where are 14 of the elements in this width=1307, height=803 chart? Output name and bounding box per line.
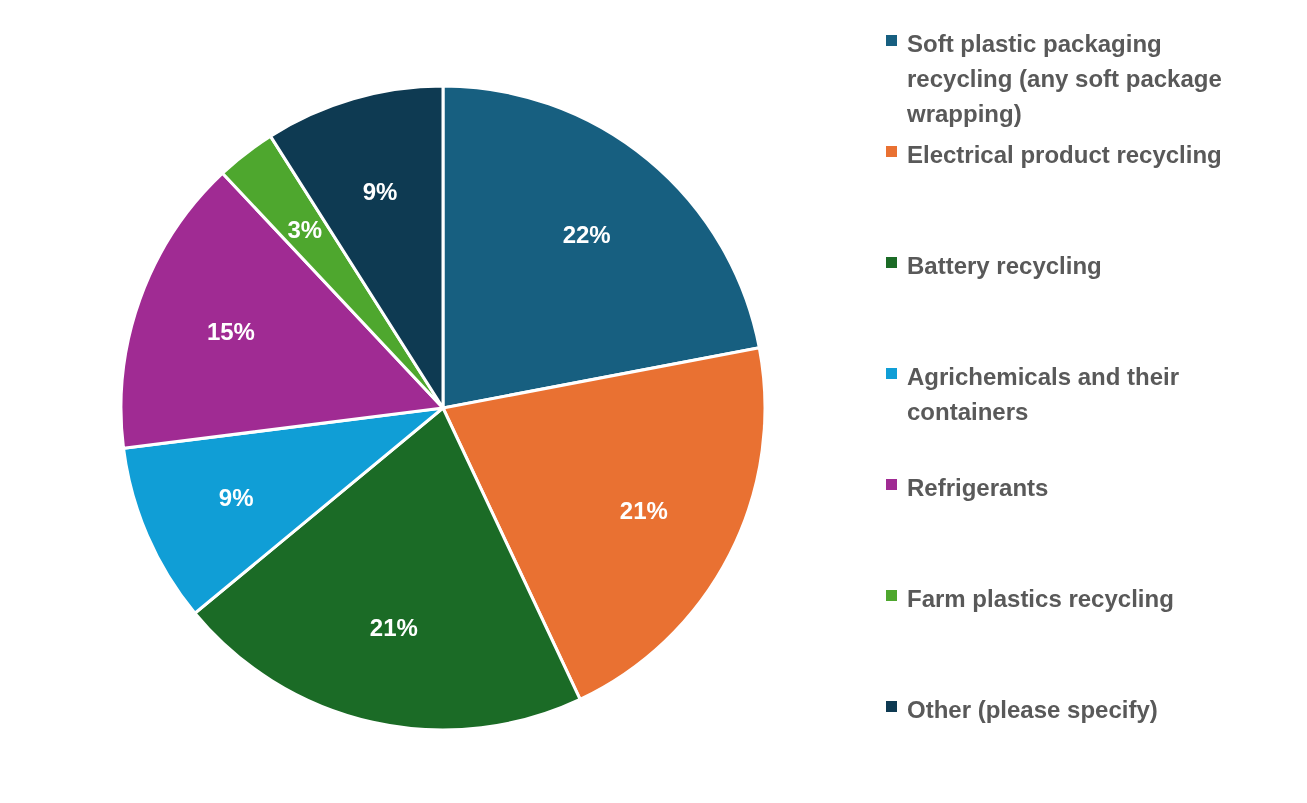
legend-label: Other (please specify) bbox=[907, 695, 1159, 725]
legend-label: Electrical product recycling bbox=[907, 140, 1223, 170]
data-label: 21% bbox=[369, 614, 418, 642]
legend-label: Battery recycling bbox=[907, 251, 1103, 281]
data-label: 3% bbox=[287, 216, 323, 244]
legend-label: Soft plastic packaging recycling (any soft package wrapping) bbox=[907, 29, 1223, 129]
legend-label: Refrigerants bbox=[907, 473, 1050, 503]
data-label: 9% bbox=[218, 484, 254, 512]
data-label: 9% bbox=[362, 178, 398, 206]
legend-label: Farm plastics recycling bbox=[907, 584, 1175, 614]
data-label: 22% bbox=[562, 220, 611, 248]
legend-label: Agrichemicals and their containers bbox=[907, 362, 1181, 427]
data-label: 21% bbox=[619, 496, 668, 524]
data-label: 15% bbox=[206, 318, 255, 346]
